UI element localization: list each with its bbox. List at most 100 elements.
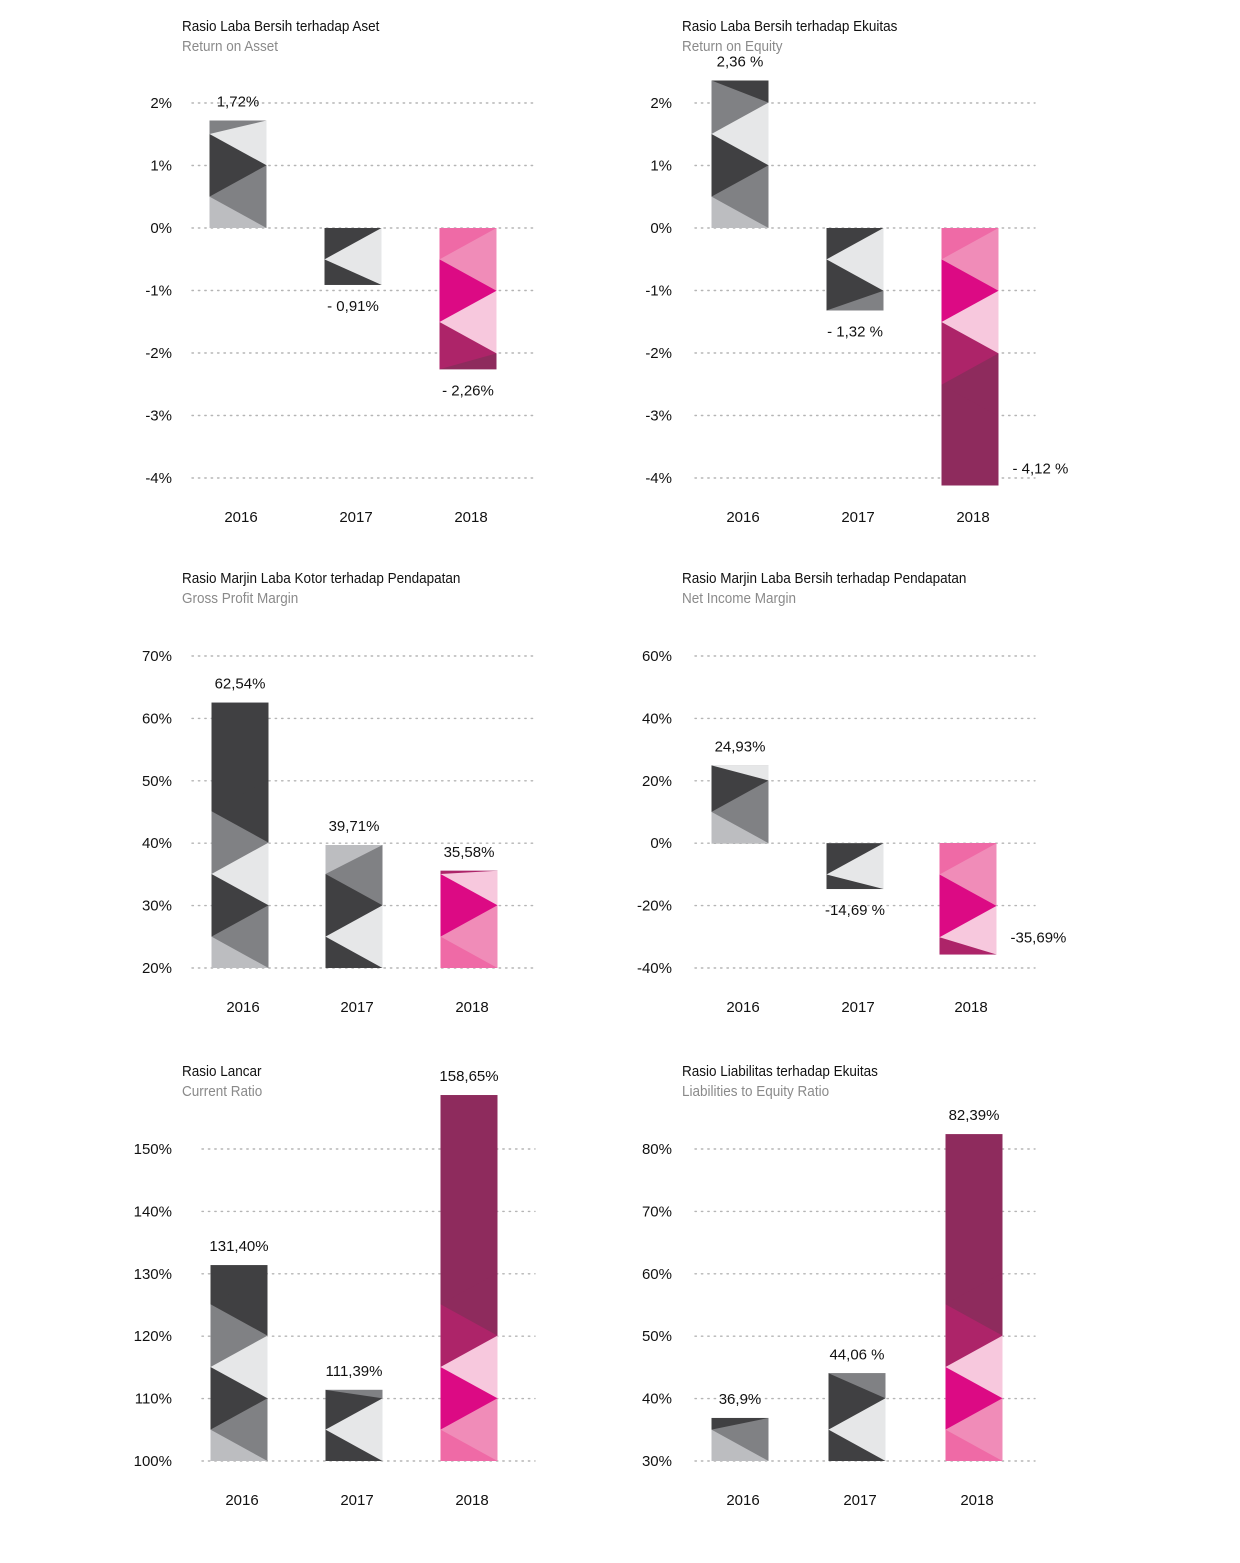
chart-subtitle: Return on Asset	[182, 38, 279, 55]
bar-2018	[440, 1095, 498, 1461]
y-tick-label: 30%	[142, 898, 172, 915]
chart-subtitle: Gross Profit Margin	[182, 590, 299, 607]
x-tick-label: 2016	[226, 999, 259, 1016]
data-label: 62,54%	[215, 676, 266, 693]
plot-area: 2% 1% 0% -1% -2% -3% -4% 2,36 % 2016 - 1,32 % 2017…	[645, 54, 1069, 527]
x-tick-label: 2017	[340, 999, 373, 1016]
data-label: -14,69 %	[825, 902, 885, 919]
y-tick-label: 40%	[142, 835, 172, 852]
bar-2018-segment	[941, 228, 999, 260]
data-label: -35,69%	[1011, 930, 1067, 947]
plot-area: 70% 60% 50% 40% 30% 20% 62,54% 2016 39,71% 2017 35…	[142, 648, 536, 1016]
y-tick-label: 70%	[642, 1203, 672, 1220]
bar-2017	[826, 843, 884, 890]
bar-2017	[324, 228, 382, 285]
chart-subtitle: Current Ratio	[182, 1083, 263, 1100]
bar-2018	[939, 843, 997, 955]
data-label: 44,06 %	[829, 1346, 884, 1363]
bar-2017	[828, 1373, 886, 1461]
y-tick-label: 2%	[650, 95, 672, 112]
chart-liabilities-to-equity: Rasio Liabilitas terhadap Ekuitas Liabil…	[630, 1063, 1190, 1563]
x-tick-label: 2018	[455, 1492, 488, 1509]
bar-2017	[325, 1389, 383, 1461]
data-label: 111,39%	[326, 1363, 383, 1380]
y-tick-label: 30%	[642, 1453, 672, 1470]
bar-2017-segment	[826, 228, 884, 260]
plot-area: 150% 140% 130% 120% 110% 100% 131,40% 2016 111,3…	[134, 1068, 536, 1509]
y-tick-label: 60%	[642, 648, 672, 665]
x-tick-label: 2018	[454, 509, 487, 526]
chart-title: Rasio Marjin Laba Bersih terhadap Pendap…	[682, 570, 967, 587]
bar-2016-segment	[711, 196, 769, 228]
data-label: 39,71%	[329, 818, 380, 835]
y-tick-label: -4%	[645, 470, 672, 487]
plot-area: 2% 1% 0% -1% -2% -3% -4% 1,72% 2016 - 0,91% 2017 - …	[145, 94, 536, 526]
bar-2016	[711, 80, 769, 228]
chart-title: Rasio Lancar	[182, 1063, 262, 1080]
chart-return-on-equity: Rasio Laba Bersih terhadap Ekuitas Retur…	[630, 18, 1190, 526]
chart-title: Rasio Marjin Laba Kotor terhadap Pendapa…	[182, 570, 461, 587]
bar-2016	[711, 1417, 769, 1461]
data-label: - 4,12 %	[1013, 461, 1069, 478]
bar-2016	[210, 1265, 268, 1461]
bar-2016	[211, 702, 269, 968]
x-tick-label: 2016	[726, 1492, 759, 1509]
y-tick-label: 20%	[642, 773, 672, 790]
chart-title: Rasio Laba Bersih terhadap Ekuitas	[682, 18, 898, 35]
y-tick-label: -40%	[637, 960, 672, 977]
y-tick-label: 1%	[650, 158, 672, 175]
x-tick-label: 2018	[455, 999, 488, 1016]
chart-gross-profit-margin: Rasio Marjin Laba Kotor terhadap Pendapa…	[130, 570, 690, 1070]
y-tick-label: 60%	[642, 1266, 672, 1283]
data-label: - 0,91%	[327, 298, 379, 315]
y-tick-label: 40%	[642, 710, 672, 727]
bar-2016-segment	[209, 196, 267, 228]
x-tick-label: 2017	[843, 1492, 876, 1509]
bar-2018	[439, 228, 497, 370]
data-label: 158,65%	[439, 1068, 498, 1085]
y-tick-label: 130%	[134, 1266, 172, 1283]
x-tick-label: 2016	[225, 1492, 258, 1509]
data-label: 36,9%	[719, 1391, 762, 1408]
y-tick-label: 50%	[642, 1328, 672, 1345]
data-label: 24,93%	[715, 738, 766, 755]
data-label: 131,40%	[209, 1238, 268, 1255]
y-tick-label: 50%	[142, 773, 172, 790]
data-label: - 2,26%	[442, 382, 494, 399]
y-tick-label: 1%	[150, 158, 172, 175]
bar-2018	[945, 1134, 1003, 1461]
chart-title: Rasio Laba Bersih terhadap Aset	[182, 18, 380, 35]
x-tick-label: 2018	[956, 509, 989, 526]
y-tick-label: 150%	[134, 1141, 172, 1158]
bar-2016-segment	[711, 811, 769, 844]
x-tick-label: 2017	[841, 509, 874, 526]
y-tick-label: 60%	[142, 710, 172, 727]
y-tick-label: 40%	[642, 1391, 672, 1408]
x-tick-label: 2016	[726, 999, 759, 1016]
chart-subtitle: Return on Equity	[682, 38, 783, 55]
x-tick-label: 2018	[960, 1492, 993, 1509]
y-tick-label: -20%	[637, 898, 672, 915]
plot-area: 60% 40% 20% 0% -20% -40% 24,93% 2016 -14,69 % 201…	[637, 648, 1067, 1016]
chart-return-on-asset: Rasio Laba Bersih terhadap Aset Return o…	[130, 18, 690, 526]
bar-2017	[826, 228, 884, 311]
y-tick-label: -4%	[145, 470, 172, 487]
y-tick-label: 100%	[134, 1453, 172, 1470]
y-tick-label: 70%	[142, 648, 172, 665]
y-tick-label: 120%	[134, 1328, 172, 1345]
bar-2017	[325, 845, 383, 968]
y-tick-label: -2%	[145, 345, 172, 362]
y-tick-label: 0%	[650, 835, 672, 852]
y-tick-label: -3%	[145, 408, 172, 425]
chart-subtitle: Liabilities to Equity Ratio	[682, 1083, 830, 1100]
y-tick-label: -2%	[645, 345, 672, 362]
data-label: 1,72%	[217, 94, 260, 111]
x-tick-label: 2016	[224, 509, 257, 526]
y-tick-label: 2%	[150, 95, 172, 112]
chart-net-income-margin: Rasio Marjin Laba Bersih terhadap Pendap…	[630, 570, 1190, 1070]
bar-2016	[711, 765, 769, 844]
bar-2018	[941, 228, 999, 486]
x-tick-label: 2017	[340, 1492, 373, 1509]
y-tick-label: -1%	[145, 283, 172, 300]
x-tick-label: 2018	[954, 999, 987, 1016]
